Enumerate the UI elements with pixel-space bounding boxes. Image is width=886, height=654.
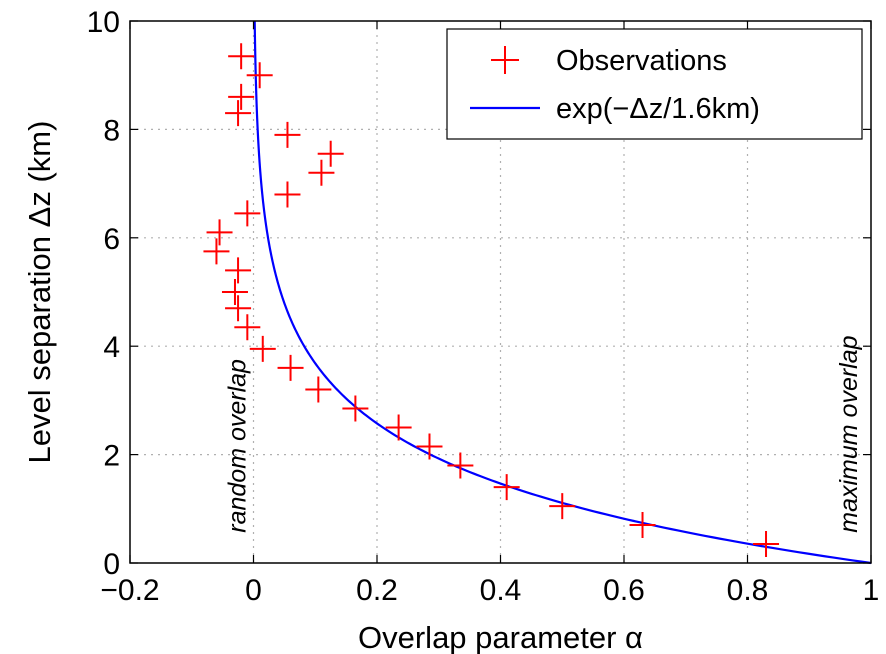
x-tick-label: 0.8 xyxy=(727,574,769,607)
observation-point xyxy=(274,181,301,208)
observation-point xyxy=(317,140,344,167)
observation-point xyxy=(274,121,301,148)
observation-point xyxy=(246,62,273,89)
observation-point xyxy=(221,279,248,305)
legend-label-fit: exp(−Δz/1.6km) xyxy=(556,93,760,125)
x-tick-label: 1 xyxy=(863,574,880,607)
y-tick-label: 6 xyxy=(103,223,120,256)
y-tick-label: 10 xyxy=(87,6,120,39)
y-tick-label: 8 xyxy=(103,114,120,147)
x-tick-label: 0.4 xyxy=(480,574,522,607)
x-tick-label: −0.2 xyxy=(100,574,159,607)
x-tick-label: 0.6 xyxy=(603,574,645,607)
observation-point xyxy=(385,414,412,441)
annotation-maximum-overlap: maximum overlap xyxy=(835,335,863,532)
legend-box xyxy=(446,28,863,140)
observation-point xyxy=(228,43,255,70)
observation-point xyxy=(225,257,252,284)
observation-point xyxy=(629,512,656,539)
legend-plus-symbol xyxy=(491,46,519,74)
observation-point xyxy=(228,83,255,110)
fit-curve-line xyxy=(253,20,872,565)
observation-point xyxy=(305,376,332,403)
y-tick-label: 4 xyxy=(103,331,120,364)
observations-layer xyxy=(203,43,780,558)
observation-point xyxy=(203,238,230,265)
observation-point xyxy=(753,531,780,558)
legend-label-observations: Observations xyxy=(556,45,727,77)
y-tick-label: 0 xyxy=(103,548,120,581)
x-axis-label: Overlap parameter α xyxy=(358,620,643,654)
observation-point xyxy=(234,200,261,227)
observation-point xyxy=(234,314,261,341)
annotation-random-overlap: random overlap xyxy=(224,359,252,533)
observation-point xyxy=(447,452,474,479)
observation-point xyxy=(549,493,576,520)
y-axis-label: Level separation Δz (km) xyxy=(22,121,57,464)
observation-point xyxy=(416,433,443,460)
legend: Observations exp(−Δz/1.6km) xyxy=(446,28,863,140)
x-tick-label: 0 xyxy=(245,574,262,607)
observation-point xyxy=(493,474,520,501)
observation-point xyxy=(277,354,304,381)
y-tick-label: 2 xyxy=(103,440,120,473)
observation-point xyxy=(342,395,369,422)
observation-point xyxy=(249,335,276,362)
legend-marker-observations xyxy=(491,46,519,74)
observation-point xyxy=(206,219,233,246)
observation-point xyxy=(225,295,252,322)
observation-point xyxy=(225,100,252,127)
observation-point xyxy=(308,159,335,186)
x-tick-label: 0.2 xyxy=(356,574,398,607)
annotations: random overlap maximum overlap xyxy=(224,335,864,532)
fit-curve-layer xyxy=(253,20,872,565)
